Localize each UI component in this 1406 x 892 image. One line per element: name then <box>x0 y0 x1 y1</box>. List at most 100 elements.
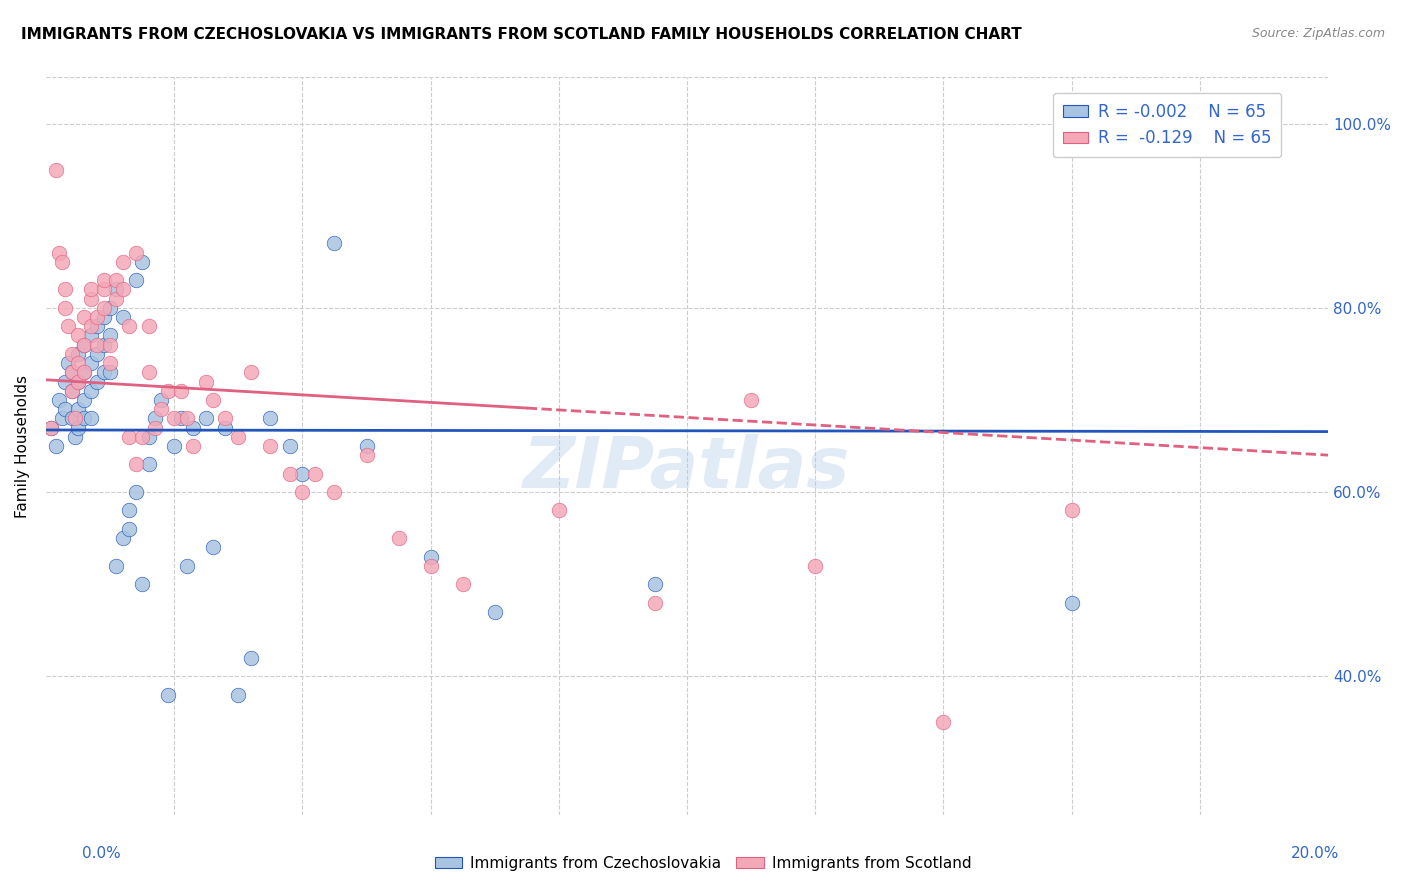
Legend: Immigrants from Czechoslovakia, Immigrants from Scotland: Immigrants from Czechoslovakia, Immigran… <box>429 850 977 877</box>
Point <box>125 245 148 260</box>
Point <box>66 328 89 343</box>
Point <box>73 310 96 324</box>
Point <box>51 411 73 425</box>
Text: Source: ZipAtlas.com: Source: ZipAtlas.com <box>1251 27 1385 40</box>
Point <box>169 411 191 425</box>
Point <box>93 282 115 296</box>
Point <box>118 503 141 517</box>
Point <box>304 467 326 481</box>
Point <box>214 420 236 434</box>
Point <box>169 384 191 398</box>
Point <box>86 319 108 334</box>
Point <box>63 430 86 444</box>
Point <box>98 328 121 343</box>
Point <box>111 531 134 545</box>
Point <box>150 392 173 407</box>
Point <box>118 319 141 334</box>
Point <box>804 558 827 573</box>
Point <box>73 365 96 379</box>
Point <box>66 402 89 417</box>
Point <box>80 282 103 296</box>
Point <box>45 439 67 453</box>
Point <box>93 273 115 287</box>
Point <box>125 485 148 500</box>
Point <box>66 420 89 434</box>
Point <box>66 356 89 370</box>
Point <box>176 411 198 425</box>
Text: ZIPatlas: ZIPatlas <box>523 434 851 502</box>
Point <box>240 365 263 379</box>
Point <box>93 365 115 379</box>
Point <box>80 328 103 343</box>
Point <box>93 337 115 351</box>
Point <box>53 301 76 315</box>
Point <box>118 522 141 536</box>
Point <box>138 319 160 334</box>
Point <box>201 541 224 555</box>
Legend: R = -0.002    N = 65, R =  -0.129    N = 65: R = -0.002 N = 65, R = -0.129 N = 65 <box>1053 93 1281 158</box>
Point <box>48 245 70 260</box>
Point <box>48 392 70 407</box>
Point <box>226 430 249 444</box>
Point <box>226 688 249 702</box>
Text: 0.0%: 0.0% <box>82 847 121 861</box>
Point <box>105 558 128 573</box>
Point <box>323 485 346 500</box>
Point <box>278 467 301 481</box>
Point <box>98 337 121 351</box>
Point <box>60 365 83 379</box>
Point <box>60 384 83 398</box>
Point <box>53 375 76 389</box>
Point <box>118 430 141 444</box>
Point <box>111 254 134 268</box>
Point <box>66 375 89 389</box>
Point <box>73 411 96 425</box>
Point <box>53 402 76 417</box>
Point <box>53 282 76 296</box>
Point <box>387 531 409 545</box>
Point <box>547 503 569 517</box>
Point <box>63 411 86 425</box>
Point <box>73 337 96 351</box>
Point <box>259 439 281 453</box>
Point <box>73 365 96 379</box>
Text: IMMIGRANTS FROM CZECHOSLOVAKIA VS IMMIGRANTS FROM SCOTLAND FAMILY HOUSEHOLDS COR: IMMIGRANTS FROM CZECHOSLOVAKIA VS IMMIGR… <box>21 27 1022 42</box>
Point <box>138 458 160 472</box>
Point <box>80 319 103 334</box>
Point <box>60 347 83 361</box>
Point <box>195 411 218 425</box>
Point <box>105 273 128 287</box>
Point <box>98 356 121 370</box>
Point <box>58 356 80 370</box>
Point <box>86 310 108 324</box>
Point <box>195 375 218 389</box>
Point <box>125 458 148 472</box>
Point <box>291 467 314 481</box>
Point <box>73 392 96 407</box>
Point <box>98 365 121 379</box>
Point <box>93 301 115 315</box>
Point <box>80 356 103 370</box>
Point <box>201 392 224 407</box>
Y-axis label: Family Households: Family Households <box>15 375 30 517</box>
Point <box>323 236 346 251</box>
Point <box>150 402 173 417</box>
Point <box>156 688 179 702</box>
Point <box>105 292 128 306</box>
Point <box>111 282 134 296</box>
Point <box>278 439 301 453</box>
Point <box>419 549 441 564</box>
Point <box>932 715 955 730</box>
Point <box>291 485 314 500</box>
Point <box>484 605 506 619</box>
Point <box>58 319 80 334</box>
Point <box>66 347 89 361</box>
Point <box>156 384 179 398</box>
Point <box>125 273 148 287</box>
Point <box>356 448 378 462</box>
Point <box>86 337 108 351</box>
Point <box>86 375 108 389</box>
Point <box>93 310 115 324</box>
Point <box>80 384 103 398</box>
Point <box>51 254 73 268</box>
